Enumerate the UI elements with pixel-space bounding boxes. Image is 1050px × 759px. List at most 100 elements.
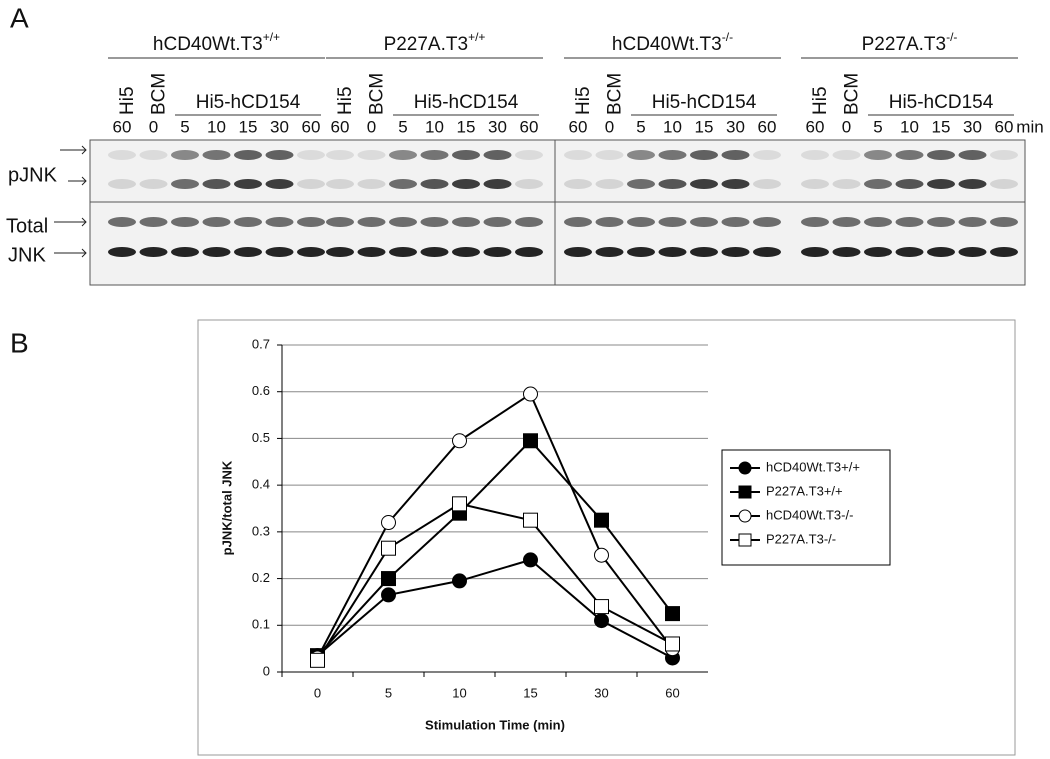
marker	[665, 636, 680, 652]
marker	[381, 540, 396, 556]
band	[265, 247, 294, 257]
band	[234, 217, 262, 227]
band-arrows	[54, 145, 87, 258]
band	[389, 247, 417, 257]
band	[753, 247, 781, 257]
band	[927, 150, 955, 160]
band	[452, 150, 480, 160]
band	[753, 179, 781, 189]
band	[895, 179, 924, 189]
row-label: pJNK	[8, 164, 58, 186]
band	[564, 247, 592, 257]
band	[801, 150, 829, 160]
group-label: hCD40Wt.T3-/-	[612, 30, 733, 55]
chart-frame	[197, 319, 1016, 756]
legend-marker	[738, 533, 752, 547]
band	[357, 247, 386, 257]
control-label: Hi5	[810, 86, 831, 115]
lane-label: 0	[605, 117, 614, 136]
control-label: BCM	[605, 73, 626, 115]
band	[171, 217, 199, 227]
band	[483, 150, 512, 160]
lane-label: 30	[270, 117, 289, 136]
band	[389, 179, 417, 189]
marker	[665, 606, 680, 622]
band	[326, 247, 354, 257]
lane-label: 5	[398, 117, 407, 136]
band	[690, 150, 718, 160]
y-tick-label: 0.1	[252, 617, 270, 632]
y-tick-label: 0.2	[252, 570, 270, 585]
band	[202, 179, 231, 189]
band	[515, 150, 543, 160]
group-name: P227A.T3	[384, 34, 469, 55]
group-label: P227A.T3-/-	[862, 30, 958, 55]
band	[895, 217, 924, 227]
band	[753, 217, 781, 227]
band	[595, 179, 624, 189]
legend-marker	[738, 509, 752, 523]
band	[326, 150, 354, 160]
lane-label: 15	[457, 117, 476, 136]
group-name: hCD40Wt.T3	[612, 34, 722, 55]
group-sup: +/+	[263, 30, 280, 44]
band	[452, 217, 480, 227]
marker	[594, 512, 609, 528]
series-line	[316, 502, 673, 661]
unit-label: min	[1016, 117, 1043, 136]
band	[895, 150, 924, 160]
band	[234, 247, 262, 257]
group-label: hCD40Wt.T3+/+	[153, 30, 280, 55]
lane-label: 60	[331, 117, 350, 136]
band	[832, 179, 861, 189]
band	[927, 247, 955, 257]
lane-label: 60	[113, 117, 132, 136]
group-sup: -/-	[722, 30, 733, 44]
band	[595, 217, 624, 227]
band	[801, 247, 829, 257]
band	[627, 217, 655, 227]
band	[297, 150, 325, 160]
lane-label: 0	[149, 117, 158, 136]
band	[420, 247, 449, 257]
lane-label: 30	[488, 117, 507, 136]
band	[108, 179, 136, 189]
band	[202, 247, 231, 257]
legend-label: P227A.T3-/-	[766, 531, 836, 546]
legend-marker	[738, 461, 752, 475]
row-label: JNK	[8, 244, 46, 266]
band	[801, 179, 829, 189]
band	[690, 217, 718, 227]
band	[265, 150, 294, 160]
band	[864, 179, 892, 189]
x-tick-label: 60	[665, 685, 679, 700]
lane-label: 60	[995, 117, 1014, 136]
marker	[523, 512, 538, 528]
band	[265, 217, 294, 227]
marker	[523, 433, 538, 449]
band	[108, 247, 136, 257]
band	[927, 217, 955, 227]
band	[420, 217, 449, 227]
lane-label: 10	[425, 117, 444, 136]
lane-label: 60	[302, 117, 321, 136]
lane-label: 0	[842, 117, 851, 136]
band	[139, 217, 168, 227]
band	[171, 247, 199, 257]
band	[326, 217, 354, 227]
lane-label: 5	[180, 117, 189, 136]
lane-label: 15	[695, 117, 714, 136]
band	[564, 150, 592, 160]
y-tick-label: 0.6	[252, 383, 270, 398]
band	[801, 217, 829, 227]
band	[832, 247, 861, 257]
stim-label: Hi5-hCD154	[652, 92, 757, 113]
series-line	[316, 439, 674, 657]
legend-label: hCD40Wt.T3+/+	[766, 459, 860, 474]
band	[483, 217, 512, 227]
control-label: BCM	[149, 73, 170, 115]
marker	[381, 515, 396, 531]
band	[202, 150, 231, 160]
x-tick-label: 0	[314, 685, 321, 700]
